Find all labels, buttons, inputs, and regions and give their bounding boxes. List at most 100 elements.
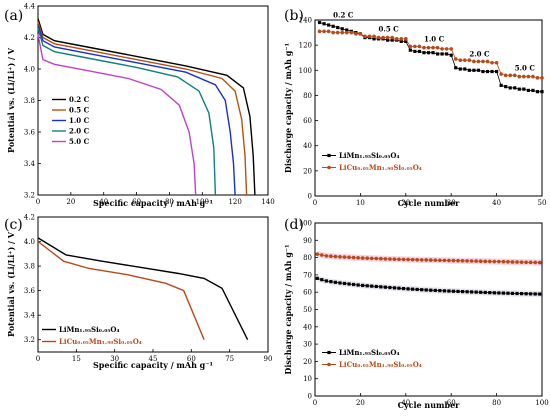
data-point [361,283,365,288]
data-point [406,287,410,291]
x-tick-label: 20 [356,399,365,407]
data-point [501,291,506,295]
data-point [522,74,526,79]
x-tick-label: 0 [313,199,317,207]
data-point [331,30,335,35]
data-point [449,53,453,57]
data-point [438,289,442,293]
data-point [456,258,460,263]
data-point [458,58,463,63]
data-point [472,59,476,64]
y-axis-title: Discharge capacity / mAh g⁻¹ [283,43,293,173]
data-point [481,69,485,74]
data-point [399,39,403,43]
data-point [467,68,471,72]
data-point [524,260,528,265]
data-point [390,35,394,40]
data-point [422,51,426,55]
data-point [531,74,535,79]
data-point [463,58,467,63]
series-line [37,24,236,196]
y-tick-label: 100 [299,220,312,228]
panel-2: 0 10 20 30 40 50 0 20 40 60 80 100 120 140 Cycle numbe… [283,8,546,208]
x-tick-label: 0 [36,355,40,363]
data-point [447,258,451,263]
data-point [519,260,524,264]
data-point [426,45,431,50]
data-point [503,73,508,78]
data-point [315,252,320,256]
data-point [394,37,399,41]
data-point [411,287,415,291]
data-point [388,257,392,261]
data-point [379,256,383,261]
data-point [474,290,478,294]
y-tick-label: 4.2 [24,214,35,222]
data-point [492,291,496,295]
y-tick-label: 50 [303,306,312,314]
data-point [508,86,512,90]
data-point [533,292,537,296]
data-point [347,255,351,260]
data-point [433,288,437,293]
data-point [424,258,429,262]
data-point [342,255,347,259]
data-point [424,288,428,292]
data-point [399,37,404,41]
legend-label: 1.0 C [69,116,90,125]
series-line [37,27,217,196]
panel-4: 0 20 40 60 80 100 0 10 20 30 40 50 60 70 80 90 100 Cycle … [283,217,549,410]
data-point [422,45,426,50]
legend-label: 5.0 C [69,137,90,146]
data-point [320,253,324,257]
data-point [315,276,319,280]
data-point [440,52,444,56]
y-tick-label: 140 [299,17,312,25]
y-tick-label: 20 [303,167,312,175]
data-point [469,259,474,263]
data-point [485,69,490,74]
data-point [458,67,462,71]
data-point [356,256,360,260]
data-point [329,254,333,259]
data-point [329,280,333,284]
y-tick-label: 60 [303,289,312,297]
series-line [37,18,256,196]
data-point [379,285,383,289]
data-point [492,259,497,264]
y-tick-label: 4.4 [24,3,36,11]
data-point [351,282,356,287]
data-point [322,22,326,26]
data-point [495,69,499,74]
y-tick-label: 3.8 [24,263,35,271]
data-point [388,285,392,290]
panel-1: 0 20 40 60 80 100 120 140 3.2 3.4 3.6 3.8 4.0 4.2 4.4 S… [4,3,275,209]
data-point [397,286,401,290]
data-point [517,87,521,91]
data-point [433,258,438,262]
data-point [476,59,481,64]
x-tick-label: 0 [36,198,40,206]
data-point [392,286,397,290]
y-tick-label: 4.2 [24,34,35,42]
data-point [363,34,367,39]
data-point [338,281,342,285]
y-tick-label: 70 [303,271,312,279]
legend-marker [327,165,331,170]
y-tick-label: 0 [308,193,312,201]
data-point [397,257,401,262]
data-point [345,28,349,32]
data-point [386,38,390,42]
legend-label: LiMn₁.₉₅Si₀.₀₅O₄ [339,151,400,160]
data-point [335,30,340,35]
x-tick-label: 15 [72,355,81,363]
data-point [442,258,447,263]
data-point [381,35,385,40]
legend-marker [327,350,331,355]
rate-label: 1.0 C [424,34,445,43]
y-axis-title: Discharge capacity / mAh g⁻¹ [283,244,293,374]
rate-label: 0.5 C [379,24,400,33]
x-tick-label: 60 [132,198,141,206]
data-point [324,254,329,258]
